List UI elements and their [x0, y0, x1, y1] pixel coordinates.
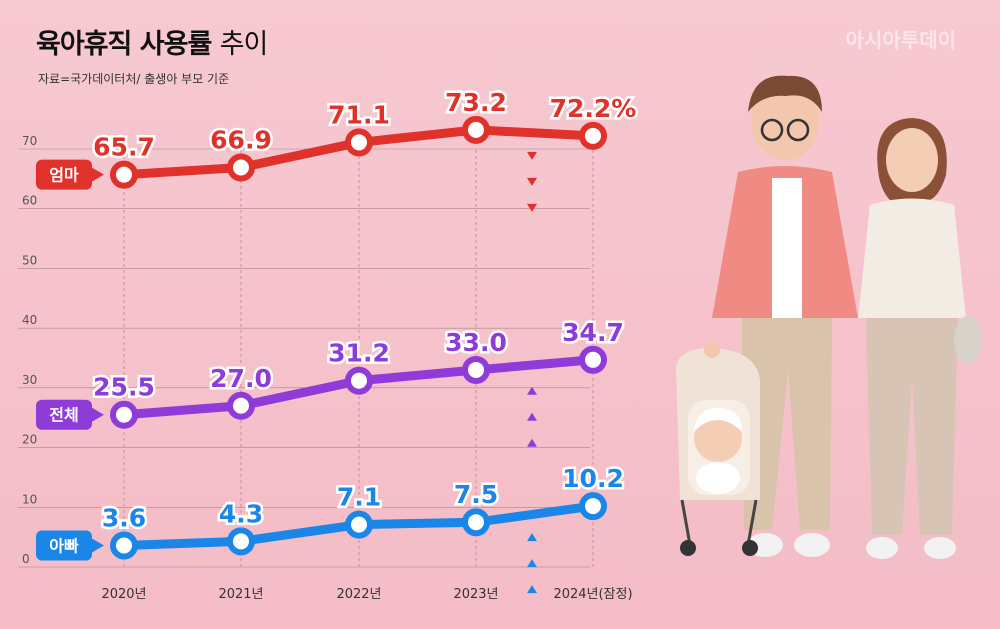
data-point	[462, 355, 490, 384]
series-tag-label: 아빠	[49, 537, 79, 556]
data-label: 31.2	[328, 339, 390, 368]
data-point	[579, 345, 607, 374]
family-illustration	[676, 75, 982, 559]
series-tag: 아빠	[36, 530, 104, 561]
series-tag-bg	[36, 530, 92, 561]
trend-up-icon	[527, 559, 537, 568]
data-point	[110, 160, 138, 189]
data-label: 7.5	[454, 480, 498, 509]
data-label: 4.3	[219, 499, 263, 528]
data-point	[227, 527, 255, 556]
data-point	[462, 115, 490, 144]
data-label: 73.2	[445, 88, 507, 117]
y-tick-label: 10	[22, 492, 37, 506]
data-point	[345, 128, 373, 157]
trend-down-icon	[527, 203, 537, 212]
page-title: 육아휴직 사용률 추이	[36, 22, 269, 61]
y-tick-label: 50	[22, 253, 37, 267]
data-point	[579, 121, 607, 150]
y-tick-label: 20	[22, 433, 37, 447]
grid: 0 10 20 30 40 50 60 70 2020년 2021년 2022년 2023년 2024년…	[18, 134, 633, 602]
father-figure	[712, 75, 858, 557]
data-label: 25.5	[93, 373, 155, 402]
trend-down-icon	[527, 151, 537, 160]
y-tick-label: 0	[22, 552, 30, 566]
title-bold: 육아휴직 사용률	[36, 29, 212, 60]
data-label: 10.2	[562, 464, 624, 493]
data-point	[227, 391, 255, 420]
y-tick-label: 40	[22, 313, 37, 327]
x-tick-label: 2024년(잠정)	[553, 587, 632, 602]
series-tag-bg	[36, 159, 92, 190]
source-note: 자료=국가데이터처/ 출생아 부모 기준	[38, 72, 230, 86]
trend-up-icon	[527, 585, 537, 594]
series-tag: 전체	[36, 399, 104, 430]
series-tag-bg	[36, 399, 92, 430]
stroller-illustration	[676, 342, 760, 556]
series-tag-label: 전체	[49, 406, 78, 425]
data-point	[110, 531, 138, 560]
data-point	[227, 153, 255, 182]
series-tag-label: 엄마	[49, 166, 79, 185]
x-tick-label: 2022년	[336, 587, 381, 602]
trend-up-icon	[527, 533, 537, 542]
data-point	[345, 366, 373, 395]
x-tick-label: 2021년	[218, 587, 263, 602]
series-lines: 65.7 66.9 71.1 73.2 72.2% 엄마 25.5 27.0 31.2 33.0 3…	[36, 85, 639, 594]
data-label: 65.7	[93, 133, 155, 162]
data-label: 33.0	[445, 328, 507, 357]
data-label: 27.0	[210, 364, 272, 393]
data-point	[579, 492, 607, 521]
data-point	[110, 400, 138, 429]
x-tick-label: 2020년	[101, 587, 146, 602]
trend-up-icon	[527, 438, 537, 447]
mother-figure	[858, 118, 982, 559]
data-point	[345, 510, 373, 539]
y-tick-label: 70	[22, 134, 37, 148]
data-label: 72.2%	[550, 94, 637, 123]
x-tick-label: 2023년	[453, 587, 498, 602]
series-tag-arrow	[92, 167, 104, 182]
data-label: 66.9	[210, 126, 272, 155]
data-label: 34.7	[562, 318, 624, 347]
trend-up-icon	[527, 386, 537, 395]
series-tag-arrow	[92, 407, 104, 422]
data-point	[462, 508, 490, 537]
data-label: 7.1	[337, 483, 381, 512]
title-light: 추이	[219, 29, 269, 60]
y-tick-label: 30	[22, 373, 37, 387]
trend-up-icon	[527, 412, 537, 421]
series-tag-arrow	[92, 538, 104, 553]
trend-down-icon	[527, 177, 537, 186]
watermark: 아시아투데이	[845, 28, 956, 52]
series-tag: 엄마	[36, 159, 104, 190]
y-tick-label: 60	[22, 194, 37, 208]
data-label: 71.1	[328, 100, 390, 129]
data-label: 3.6	[102, 504, 146, 533]
